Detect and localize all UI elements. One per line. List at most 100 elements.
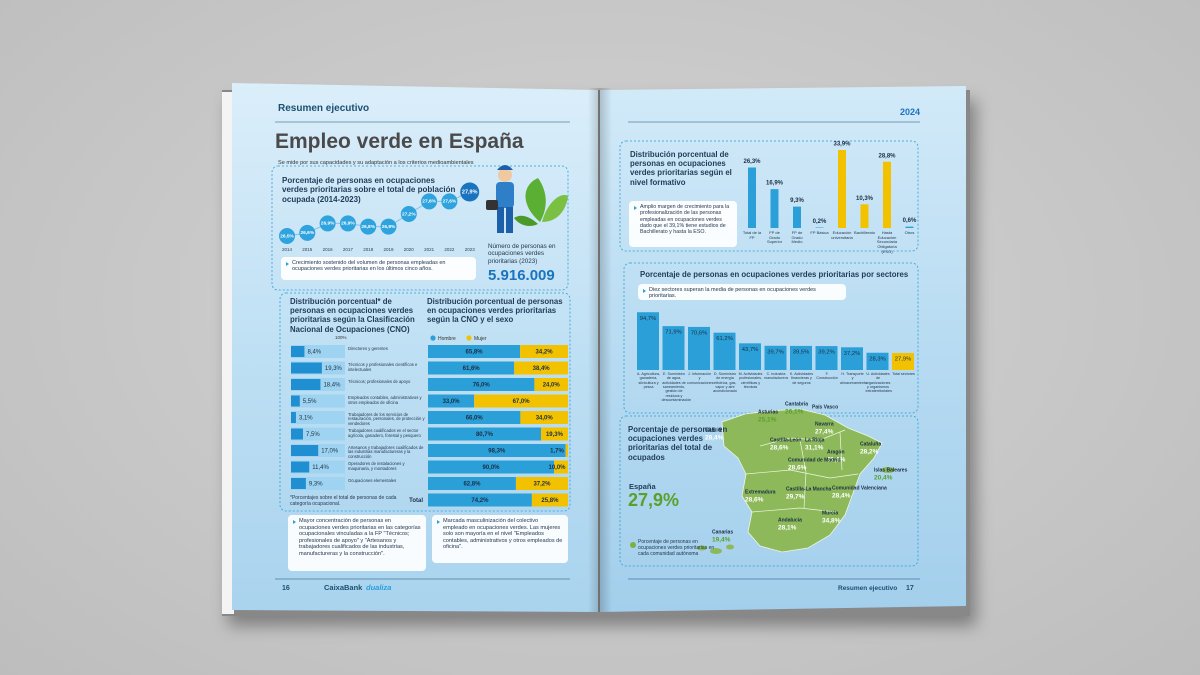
region-value: 28,2% <box>860 449 879 456</box>
stacked-bar <box>428 378 535 391</box>
category-label: J. Información y comunicaciones <box>687 372 714 385</box>
region-name: La Rioja <box>805 437 825 443</box>
trend-point <box>421 193 438 210</box>
spine-shadow <box>588 88 612 612</box>
value-label: 0,6% <box>903 218 917 224</box>
value-label: 61,2% <box>716 336 732 342</box>
trend-point <box>441 193 458 210</box>
category-label: U. Actividades de organizaciones y organ… <box>865 372 892 394</box>
category-label: Trabajadores de los servicios de restaur… <box>348 411 425 427</box>
section-frame <box>619 140 919 252</box>
value-label: 26,3% <box>743 159 761 165</box>
bar <box>688 326 710 370</box>
bar-track <box>291 427 345 441</box>
region-name: Castilla-León <box>770 437 801 443</box>
bar <box>838 150 846 228</box>
bar <box>713 332 736 370</box>
stacked-bar <box>565 444 568 457</box>
region-name: Asturias <box>758 409 778 415</box>
note: Diez sectores superan la media de person… <box>649 287 816 300</box>
note-box <box>432 515 568 563</box>
section-frame <box>271 165 569 291</box>
stacked-bar <box>428 361 515 375</box>
region-value: 26,1% <box>785 409 804 416</box>
note-arrow <box>643 289 646 293</box>
value-label: 10,0% <box>548 465 566 471</box>
category-label: Bachillerato <box>854 230 875 235</box>
value-label: 39,5% <box>793 349 809 355</box>
footer-section: Resumen ejecutivo <box>838 585 898 592</box>
region-value: 28,6% <box>788 465 807 472</box>
baleares <box>881 467 895 473</box>
bar <box>739 343 761 370</box>
bar <box>291 412 296 423</box>
trend-value-label: 26,9% <box>341 221 355 227</box>
value-label: 38,4% <box>533 366 551 372</box>
category-label: Técnicos y profesionales científicos e i… <box>348 362 418 372</box>
section-frame <box>619 415 919 567</box>
bar <box>637 312 659 370</box>
category-label: H. Transporte y almacenamiento <box>840 372 868 385</box>
category-label: Empleados contables, administrativos y o… <box>348 395 422 405</box>
value-label: 28,3% <box>869 356 885 362</box>
category-label: Total sectores <box>892 372 915 376</box>
page-number: 16 <box>282 585 290 592</box>
region-value: 27,4% <box>815 429 834 436</box>
value-label: 10,3% <box>856 196 874 202</box>
legend-swatch <box>466 335 472 341</box>
value-label: 43,7% <box>742 347 758 353</box>
category-label: M. Actividades profesionales, científica… <box>738 372 763 390</box>
value-label: 9,3% <box>790 198 804 204</box>
region-name: Aragón <box>827 449 845 455</box>
region-name: Islas Baleares <box>874 467 908 473</box>
region-value: 28,4% <box>705 435 724 442</box>
bar-track <box>291 345 345 358</box>
page-number: 17 <box>906 585 914 592</box>
spain-mainland <box>721 408 883 553</box>
region-value: 32,9% <box>827 457 846 464</box>
category-label: Otros <box>904 230 915 235</box>
stacked-bar <box>540 427 568 441</box>
value-label: 18,4% <box>323 383 341 389</box>
legend-swatch <box>630 542 636 548</box>
value-label: 33,0% <box>443 399 461 405</box>
category-label: Operadores de instalaciones y maquinaria… <box>348 461 405 471</box>
bar <box>662 326 685 370</box>
trend-value-label: 27,6% <box>443 199 457 205</box>
value-label: 66,0% <box>466 416 484 422</box>
value-label: 39,7% <box>767 349 783 355</box>
trend-value-label: 26,5% <box>280 233 294 239</box>
category-label: Hasta Educación Secundaria Obligatoria (… <box>876 230 898 254</box>
note-arrow <box>634 206 637 210</box>
body <box>496 182 514 208</box>
trend-value-label: 27,9% <box>462 189 478 195</box>
region-value: 25,1% <box>758 417 777 424</box>
value-label: 17,0% <box>321 449 339 455</box>
region-name: Canarias <box>712 529 733 535</box>
legend-swatch <box>430 335 436 341</box>
axis-label: 100% <box>335 335 347 340</box>
value-label: 11,4% <box>312 465 329 471</box>
page-subtitle: Se mide por sus capacidades y su adaptac… <box>278 160 474 166</box>
category-label: Ocupaciones elementales <box>348 477 397 483</box>
note-box <box>629 201 737 247</box>
bar <box>748 167 756 228</box>
stacked-bar <box>428 345 521 358</box>
region-value: 28,1% <box>778 525 797 532</box>
bar <box>291 395 300 407</box>
category-label: Artesanos y trabajadores cualificados de… <box>348 444 424 460</box>
year-label: 2018 <box>363 247 374 252</box>
bar <box>793 206 801 228</box>
note: Marcada masculinización del colectivo em… <box>443 518 563 551</box>
value-label: 34,0% <box>536 416 554 422</box>
category-label: FP de Grado Superior <box>766 230 783 245</box>
trend-value-label: 26,9% <box>321 221 335 227</box>
bar <box>770 189 779 228</box>
trend-point <box>400 206 417 222</box>
category-label: D. Suministro de energía eléctrica, gas,… <box>713 372 737 394</box>
category-label: A. Agricultura, ganadería, silvicultura … <box>637 372 660 390</box>
trend-line <box>286 191 470 237</box>
